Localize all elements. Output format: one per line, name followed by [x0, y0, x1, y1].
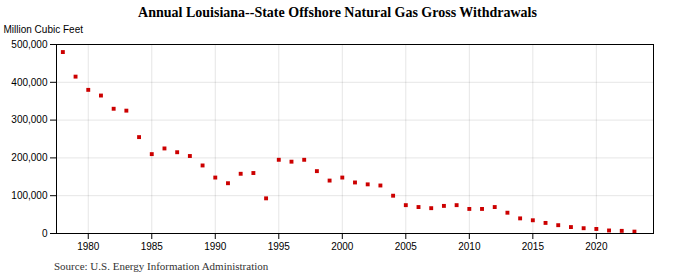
svg-text:Million Cubic Feet: Million Cubic Feet	[4, 24, 84, 35]
svg-text:1995: 1995	[268, 241, 291, 252]
svg-text:1980: 1980	[77, 241, 100, 252]
svg-text:0: 0	[42, 228, 48, 239]
svg-text:2015: 2015	[522, 241, 545, 252]
svg-text:1985: 1985	[141, 241, 164, 252]
svg-text:1990: 1990	[204, 241, 227, 252]
svg-text:300,000: 300,000	[11, 114, 48, 125]
svg-text:100,000: 100,000	[11, 190, 48, 201]
svg-text:400,000: 400,000	[11, 77, 48, 88]
svg-text:200,000: 200,000	[11, 152, 48, 163]
html-text:Source: U.S. Energy Informatio: Source: U.S. Energy Information Administ…	[54, 260, 269, 272]
svg-text:2005: 2005	[395, 241, 418, 252]
svg-text:2000: 2000	[331, 241, 354, 252]
html-text:Annual Louisiana--State Offsho: Annual Louisiana--State Offshore Natural…	[138, 5, 537, 20]
svg-text:2010: 2010	[458, 241, 481, 252]
svg-text:500,000: 500,000	[11, 39, 48, 50]
svg-text:2020: 2020	[585, 241, 608, 252]
